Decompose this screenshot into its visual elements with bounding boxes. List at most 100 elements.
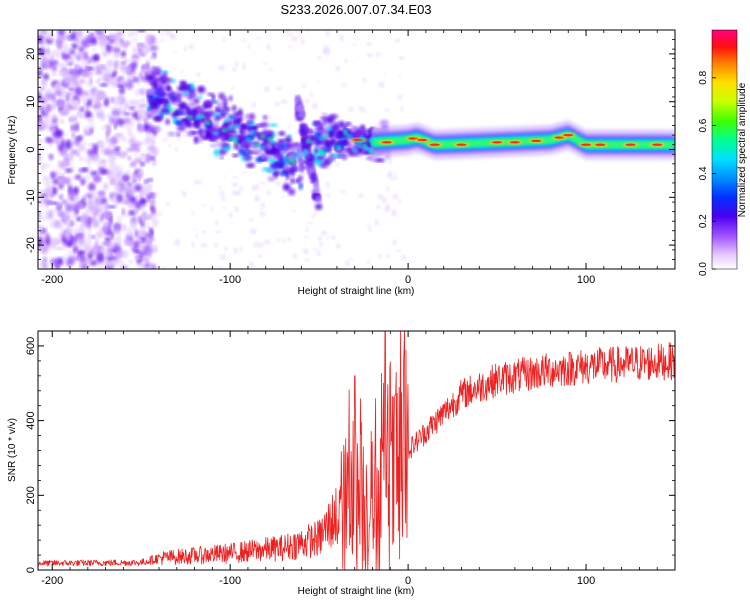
x-tick-label: 0 bbox=[405, 274, 411, 286]
spectral-cell bbox=[44, 177, 52, 187]
spectral-cell bbox=[284, 30, 290, 33]
spectral-cell bbox=[366, 147, 372, 152]
tone-peak bbox=[492, 141, 503, 144]
spectral-cell bbox=[274, 161, 282, 166]
spectral-cell bbox=[130, 117, 135, 128]
y-tick-label: -20 bbox=[25, 237, 37, 253]
spectral-cell bbox=[80, 141, 87, 146]
spectral-cell bbox=[241, 124, 247, 131]
spectral-cell bbox=[325, 181, 330, 188]
spectral-cell bbox=[86, 149, 95, 155]
spectral-cell bbox=[234, 207, 239, 212]
spectral-cell bbox=[228, 95, 233, 102]
spectral-cell bbox=[277, 237, 280, 243]
spectral-cell bbox=[135, 151, 139, 162]
spectral-cell bbox=[368, 129, 373, 137]
spectral-cell bbox=[288, 33, 293, 37]
spectral-cell bbox=[79, 262, 83, 269]
spectral-cell bbox=[38, 190, 46, 195]
spectral-cell bbox=[140, 220, 145, 228]
spectral-cell bbox=[340, 190, 346, 194]
spectral-cell bbox=[398, 56, 405, 60]
spectral-cell bbox=[347, 118, 350, 123]
spectral-cell bbox=[331, 125, 340, 131]
spectrogram-y-axis-label: Frequency (Hz) bbox=[7, 116, 18, 185]
spectral-cell bbox=[153, 80, 158, 84]
colorbar-gradient bbox=[711, 29, 738, 270]
spectral-cell bbox=[247, 120, 254, 124]
spectral-cell bbox=[314, 203, 323, 210]
spectral-cell bbox=[386, 186, 390, 192]
spectral-cell bbox=[139, 72, 143, 79]
spectral-cell bbox=[384, 108, 390, 112]
spectral-cell bbox=[313, 186, 320, 194]
spectral-cell bbox=[40, 30, 45, 38]
spectral-cell bbox=[73, 245, 78, 255]
spectral-cell bbox=[235, 61, 239, 67]
spectral-cell bbox=[140, 197, 147, 206]
spectral-cell bbox=[51, 124, 56, 133]
spectral-cell bbox=[245, 137, 251, 142]
spectral-cell bbox=[324, 52, 330, 56]
spectral-cell bbox=[195, 115, 201, 120]
spectral-cell bbox=[132, 159, 137, 165]
spectral-cell bbox=[112, 227, 121, 235]
spectral-cell bbox=[130, 196, 137, 204]
spectral-cell bbox=[395, 38, 401, 43]
spectral-cell bbox=[266, 168, 273, 173]
spectral-cell bbox=[144, 232, 153, 238]
tone-peak bbox=[595, 143, 606, 146]
spectral-cell bbox=[350, 122, 354, 127]
spectral-cell bbox=[130, 61, 138, 69]
spectral-cell bbox=[282, 183, 291, 192]
spectral-cell bbox=[195, 233, 198, 239]
spectral-cell bbox=[58, 62, 64, 67]
spectral-cell bbox=[115, 83, 124, 88]
spectral-cell bbox=[139, 161, 145, 167]
spectral-cell bbox=[233, 123, 239, 128]
spectral-cell bbox=[304, 258, 310, 262]
spectral-cell bbox=[176, 98, 182, 103]
spectral-cell bbox=[93, 248, 98, 253]
spectral-cell bbox=[130, 143, 139, 152]
spectral-cell bbox=[288, 188, 296, 196]
spectral-cell bbox=[321, 113, 327, 118]
spectral-cell bbox=[132, 47, 137, 54]
spectral-cell bbox=[218, 65, 225, 71]
spectral-cell bbox=[357, 37, 360, 41]
spectral-cell bbox=[385, 204, 390, 209]
tone-peak bbox=[417, 138, 428, 142]
spectral-cell bbox=[44, 187, 52, 197]
spectral-cell bbox=[349, 125, 358, 133]
spectral-cell bbox=[46, 210, 54, 220]
spectral-cell bbox=[115, 96, 124, 104]
spectral-cell bbox=[113, 49, 120, 60]
spectral-cell bbox=[232, 176, 239, 179]
spectral-cell bbox=[162, 83, 167, 90]
spectral-cell bbox=[79, 224, 84, 235]
spectral-cell bbox=[319, 146, 326, 150]
spectral-cell bbox=[95, 231, 105, 239]
spectral-cell bbox=[293, 253, 298, 259]
tone-peak bbox=[531, 139, 542, 143]
spectral-cell bbox=[188, 44, 194, 49]
spectral-cell bbox=[38, 152, 41, 163]
spectral-cell bbox=[281, 99, 287, 104]
spectral-cell bbox=[68, 184, 73, 195]
spectral-cell bbox=[306, 129, 315, 135]
spectral-cell bbox=[152, 220, 158, 229]
spectrogram-image bbox=[38, 30, 675, 269]
spectral-cell bbox=[151, 263, 157, 269]
spectral-cell bbox=[254, 241, 258, 248]
spectral-cell bbox=[113, 200, 119, 205]
spectral-cell bbox=[330, 236, 336, 240]
spectral-cell bbox=[49, 220, 55, 228]
spectral-cell bbox=[87, 165, 92, 176]
spectral-cell bbox=[97, 262, 103, 269]
spectral-cell bbox=[213, 131, 219, 136]
spectral-cell bbox=[267, 142, 272, 150]
spectral-cell bbox=[266, 44, 271, 51]
spectral-cell bbox=[219, 149, 226, 155]
spectral-cell bbox=[339, 35, 344, 41]
spectral-cell bbox=[75, 106, 82, 110]
